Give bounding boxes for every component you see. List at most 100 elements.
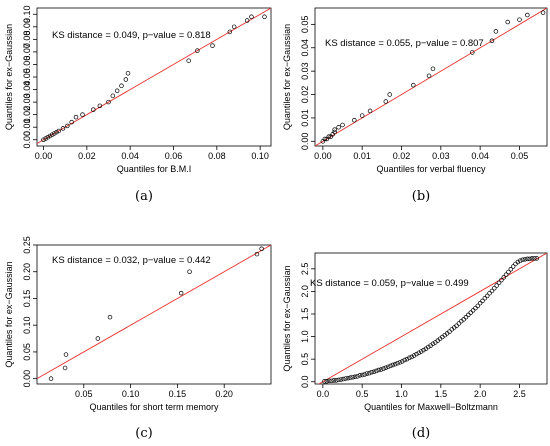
data-point [371, 369, 377, 375]
data-point [355, 374, 360, 379]
data-point [397, 360, 403, 365]
data-point [378, 367, 384, 372]
y-tick-label: 0.25 [22, 236, 32, 254]
y-tick-label: 2.0 [300, 285, 310, 298]
y-tick-label: 0.07 [22, 43, 32, 61]
data-point [336, 377, 341, 383]
panel-label: (c) [135, 426, 152, 441]
data-point [186, 58, 191, 63]
data-point [506, 269, 511, 275]
qq-panel-c: 0.05 0.10 0.15 0.20 0.00 0.05 0.10 0.15 0.20 0.25… [4, 236, 272, 441]
data-point [392, 361, 398, 367]
data-point [73, 114, 79, 120]
y-tick-label: 0.15 [22, 290, 32, 308]
data-point [47, 133, 53, 139]
data-point [359, 372, 365, 378]
reference-line [37, 245, 271, 380]
data-point [520, 257, 525, 263]
panel-label: (d) [412, 426, 430, 441]
data-point [91, 107, 96, 112]
data-point [407, 355, 412, 361]
data-point [383, 99, 389, 104]
data-point [395, 360, 400, 366]
data-point [463, 314, 469, 320]
qq-panel-b: 0.00 0.01 0.02 0.03 0.04 0.05 0.00 0.01 0.02 0.03… [282, 7, 548, 204]
data-point [331, 378, 337, 383]
y-tick-label: 1.5 [300, 308, 310, 321]
ks-annotation: KS distance = 0.055, p−value = 0.807 [325, 38, 484, 49]
data-point [499, 277, 504, 283]
x-axis-label: Quantiles for Maxwell−Boltzmann [364, 402, 498, 412]
data-point [359, 113, 365, 118]
data-point [515, 259, 521, 265]
data-point [69, 119, 74, 125]
data-point [110, 93, 116, 99]
y-tick-label: 2.5 [300, 263, 310, 276]
data-point [95, 336, 101, 341]
y-tick-label: 0.02 [300, 86, 310, 104]
data-point [333, 378, 339, 383]
y-tick-label: 0.08 [22, 31, 32, 49]
data-point [494, 283, 499, 288]
x-tick-label: 2.0 [474, 389, 487, 399]
data-point [244, 18, 250, 23]
data-point [489, 38, 495, 43]
data-point [336, 125, 341, 130]
data-point [340, 122, 345, 128]
x-tick-label: 0.05 [75, 389, 93, 399]
data-point [421, 347, 426, 353]
data-point [114, 88, 120, 94]
data-point [178, 290, 184, 296]
data-point [125, 70, 131, 76]
qq-panel-a: 0.00 0.02 0.04 0.06 0.08 0.100.000.010.020.03… [4, 6, 272, 204]
data-point [262, 14, 267, 20]
data-point [400, 359, 405, 364]
x-tick-label: 0.04 [471, 151, 489, 161]
data-point [430, 341, 436, 347]
x-axis-label: Quantiles for B.M.I [117, 164, 192, 174]
data-point [477, 300, 483, 306]
x-tick-label: 0.03 [432, 151, 450, 161]
data-point [480, 298, 485, 304]
data-point [367, 370, 372, 376]
data-point [352, 374, 358, 380]
data-point [454, 323, 459, 328]
ks-annotation: KS distance = 0.059, p−value = 0.499 [310, 278, 469, 289]
data-point [414, 351, 419, 357]
data-point [473, 305, 478, 311]
data-point [487, 290, 492, 296]
qq-panel-d: 0.0 0.5 1.0 1.5 2.0 2.5 0.0 0.5 1.0 1.5 2.0 2.5 Quan… [282, 252, 548, 441]
y-tick-label: 0.05 [300, 16, 310, 34]
y-tick-label: 0.10 [22, 6, 32, 24]
y-tick-label: 0.03 [22, 93, 32, 111]
y-tick-label: 1.0 [300, 330, 310, 343]
data-point [416, 350, 422, 356]
x-tick-label: 0.0 [317, 389, 330, 399]
y-tick-label: 0.02 [22, 106, 32, 124]
y-tick-label: 0.09 [22, 18, 32, 36]
y-axis-label: Quantiles for ex−Gaussian [4, 24, 14, 130]
data-point [387, 92, 392, 97]
ks-annotation: KS distance = 0.049, p−value = 0.818 [52, 30, 211, 41]
data-point [461, 317, 466, 322]
data-point [106, 99, 111, 105]
y-tick-label: 0.00 [22, 131, 32, 149]
data-point [388, 363, 393, 369]
x-tick-label: 0.10 [122, 389, 140, 399]
panel-label: (a) [135, 189, 153, 204]
data-point [65, 123, 70, 129]
x-axis-label: Quantiles for verbal fluency [376, 164, 486, 174]
data-point [322, 136, 328, 142]
data-point [518, 258, 523, 263]
data-point [107, 314, 113, 320]
data-point [60, 126, 66, 131]
data-point [482, 295, 488, 301]
data-point [534, 256, 540, 261]
data-point [475, 303, 481, 309]
data-point [489, 288, 495, 294]
data-point [352, 118, 357, 123]
data-point [517, 17, 522, 22]
data-point [390, 362, 396, 368]
data-point [466, 312, 471, 318]
